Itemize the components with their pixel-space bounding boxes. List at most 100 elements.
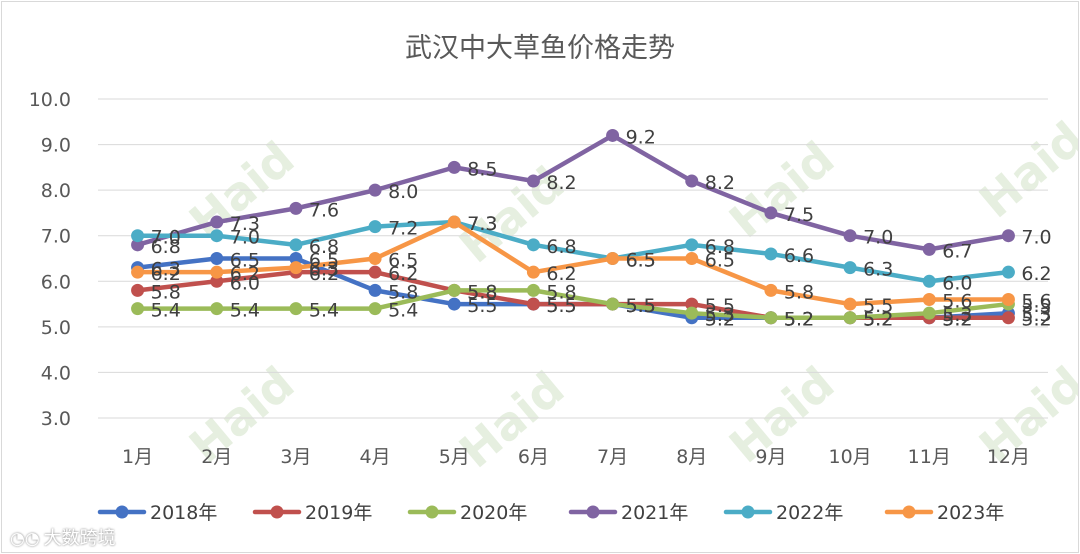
legend-label: 2018年 bbox=[150, 502, 217, 524]
y-tick-label: 4.0 bbox=[41, 362, 71, 384]
data-point bbox=[922, 274, 936, 288]
data-label: 6.5 bbox=[230, 250, 260, 272]
data-label: 7.0 bbox=[1021, 227, 1051, 249]
data-label: 8.5 bbox=[467, 158, 497, 180]
legend-label: 2022年 bbox=[776, 502, 843, 524]
data-label: 6.3 bbox=[151, 259, 181, 281]
data-point bbox=[685, 306, 699, 320]
legend-item-2021年: 2021年 bbox=[568, 502, 688, 524]
data-label: 6.8 bbox=[705, 236, 735, 258]
data-label: 6.0 bbox=[942, 272, 972, 294]
x-tick-label: 11月 bbox=[908, 446, 951, 468]
data-label: 5.6 bbox=[1021, 291, 1051, 313]
data-point bbox=[526, 265, 540, 279]
data-label: 7.0 bbox=[151, 227, 181, 249]
data-point bbox=[210, 302, 224, 316]
data-point bbox=[210, 274, 224, 288]
data-label: 5.5 bbox=[1021, 295, 1051, 317]
x-axis: 1月 2月 3月 4月 5月 6月 7月 8月 9月 10月 11月 12月 bbox=[122, 446, 1030, 468]
legend-label: 2023年 bbox=[937, 502, 1004, 524]
y-tick-label: 8.0 bbox=[41, 180, 71, 202]
series-2020年 bbox=[131, 283, 1015, 325]
x-tick-label: 5月 bbox=[439, 446, 470, 468]
data-label: 5.8 bbox=[784, 281, 814, 303]
series-line bbox=[135, 219, 1011, 307]
data-point bbox=[289, 201, 303, 215]
data-point bbox=[843, 261, 857, 275]
data-label: 5.8 bbox=[467, 281, 497, 303]
data-label: 5.5 bbox=[626, 295, 656, 317]
corner-watermark-text: 大数跨境 bbox=[43, 528, 116, 549]
data-label: 6.2 bbox=[309, 263, 339, 285]
data-label: 6.0 bbox=[230, 272, 260, 294]
x-tick-label: 2月 bbox=[201, 446, 232, 468]
legend-item-2022年: 2022年 bbox=[723, 502, 843, 524]
data-point bbox=[685, 238, 699, 252]
series-2023年 bbox=[131, 215, 1015, 311]
data-point bbox=[289, 302, 303, 316]
series-2021年 bbox=[131, 128, 1015, 256]
series-line bbox=[135, 219, 1011, 284]
x-tick-label: 3月 bbox=[280, 446, 311, 468]
data-point bbox=[131, 283, 145, 297]
data-point bbox=[1001, 293, 1015, 307]
legend-swatch-marker bbox=[115, 505, 129, 519]
y-tick-label: 9.0 bbox=[41, 135, 71, 157]
data-label: 6.8 bbox=[151, 236, 181, 258]
data-label: 8.2 bbox=[705, 172, 735, 194]
data-point bbox=[131, 265, 145, 279]
data-label: 5.5 bbox=[626, 295, 656, 317]
data-label: 5.5 bbox=[705, 295, 735, 317]
data-label: 5.3 bbox=[705, 304, 735, 326]
data-label: 5.5 bbox=[467, 295, 497, 317]
data-label: 6.7 bbox=[942, 240, 972, 262]
data-point bbox=[210, 252, 224, 265]
y-axis: 3.0 4.0 5.0 6.0 7.0 8.0 9.0 10.0 bbox=[29, 89, 71, 430]
series-line bbox=[135, 133, 1011, 252]
data-point bbox=[843, 229, 857, 243]
watermark-brand-3: Haid bbox=[969, 111, 1078, 228]
data-point bbox=[764, 247, 778, 261]
legend: 2018年 2019年 2020年 2021年 2022年 2023年 bbox=[97, 502, 1004, 524]
data-label: 5.4 bbox=[230, 300, 260, 322]
data-point bbox=[606, 297, 620, 311]
data-label: 6.2 bbox=[1021, 263, 1051, 285]
data-point bbox=[922, 306, 936, 320]
data-label: 5.5 bbox=[626, 295, 656, 317]
data-label: 5.5 bbox=[863, 295, 893, 317]
legend-item-2018年: 2018年 bbox=[97, 502, 217, 524]
x-tick-label: 1月 bbox=[122, 446, 153, 468]
data-point bbox=[447, 215, 461, 229]
data-point bbox=[843, 311, 857, 325]
data-label: 6.3 bbox=[863, 259, 893, 281]
data-point bbox=[210, 229, 224, 243]
legend-label: 2020年 bbox=[460, 502, 527, 524]
data-label: 5.2 bbox=[863, 309, 893, 331]
data-label: 6.5 bbox=[626, 250, 656, 272]
data-label: 6.2 bbox=[388, 263, 418, 285]
x-tick-label: 8月 bbox=[676, 446, 707, 468]
data-point bbox=[368, 283, 382, 297]
data-label: 5.8 bbox=[151, 281, 181, 303]
legend-swatch-marker bbox=[902, 505, 916, 519]
x-tick-label: 12月 bbox=[987, 446, 1030, 468]
data-point bbox=[210, 265, 224, 279]
data-label: 6.5 bbox=[626, 250, 656, 272]
data-point bbox=[764, 206, 778, 220]
data-point bbox=[1001, 229, 1015, 243]
legend-swatch-marker bbox=[425, 505, 439, 519]
y-tick-label: 6.0 bbox=[41, 271, 71, 293]
series-2022年 bbox=[131, 215, 1015, 288]
x-tick-label: 9月 bbox=[755, 446, 786, 468]
data-point bbox=[526, 297, 540, 311]
data-label: 9.2 bbox=[626, 126, 656, 148]
data-label: 7.3 bbox=[230, 213, 260, 235]
legend-label: 2019年 bbox=[305, 502, 372, 524]
data-label: 7.0 bbox=[230, 227, 260, 249]
data-label: 7.2 bbox=[388, 218, 418, 240]
legend-swatch-marker bbox=[586, 505, 600, 519]
data-point bbox=[447, 160, 461, 174]
x-tick-label: 6月 bbox=[518, 446, 549, 468]
data-label: 6.2 bbox=[546, 263, 576, 285]
data-label: 5.4 bbox=[309, 300, 339, 322]
